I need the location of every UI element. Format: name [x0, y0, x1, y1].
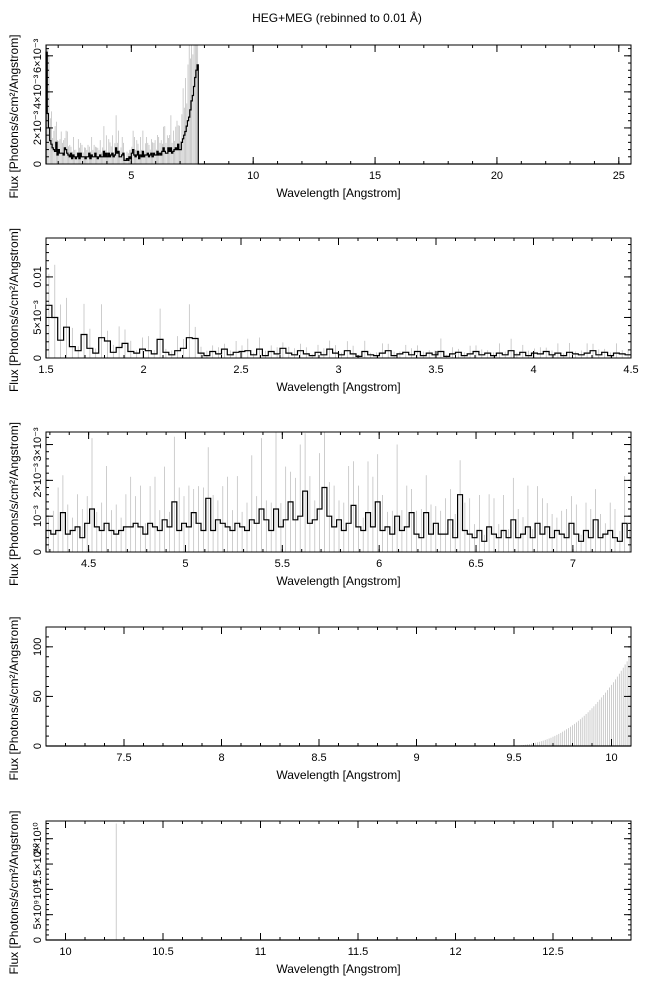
spectrum-histogram [45, 486, 631, 552]
x-axis-label: Wavelength [Angstrom] [276, 768, 400, 782]
y-axis-label: Flux [Photons/s/cm²/Angstrom] [7, 616, 21, 780]
y-tick-label: 100 [32, 638, 44, 656]
y-tick-label: 5×10⁹ [32, 900, 44, 930]
panel-3: 4.5 5 5.5 6 6.5 7 0 10⁻³ 2×10⁻³3×10⁻³ Wavelength … [7, 422, 632, 588]
figure-title: HEG+MEG (rebinned to 0.01 Å) [252, 10, 422, 25]
x-tick-label: 5 [128, 170, 134, 182]
x-tick-label: 4 [530, 364, 536, 376]
x-axis-label: Wavelength [Angstrom] [276, 962, 400, 976]
x-tick-label: 12.5 [542, 946, 563, 958]
x-axis-label: Wavelength [Angstrom] [276, 380, 400, 394]
y-axis-label: Flux [Photons/s/cm²/Angstrom] [7, 34, 21, 198]
x-tick-label: 5.5 [275, 558, 290, 570]
x-tick-label: 7.5 [116, 752, 131, 764]
panel-1: 5 10 15 20 25 0 2×10⁻³4×10⁻³6×10⁻³ Wavelength [… [7, 34, 632, 200]
y-tick-label: 0 [32, 549, 44, 555]
x-tick-label: 3 [335, 364, 341, 376]
y-tick-label: 0 [32, 743, 44, 749]
x-tick-label: 3.5 [428, 364, 443, 376]
y-tick-label: 2×10⁻³ [32, 110, 44, 145]
x-tick-label: 7 [570, 558, 576, 570]
x-tick-label: 25 [613, 170, 625, 182]
x-tick-label: 10 [605, 752, 617, 764]
y-axis-label: Flux [Photons/s/cm²/Angstrom] [7, 422, 21, 586]
x-tick-label: 1.5 [38, 364, 53, 376]
x-tick-label: 8 [218, 752, 224, 764]
x-tick-label: 4.5 [623, 364, 638, 376]
x-tick-label: 8.5 [311, 752, 326, 764]
y-axis-label: Flux [Photons/s/cm²/Angstrom] [7, 228, 21, 392]
x-tick-label: 4.5 [81, 558, 96, 570]
y-tick-label: 4×10⁻³ [32, 74, 44, 109]
error-bars-3 [48, 432, 630, 552]
panel-2: 1.5 2 2.5 3 3.5 4 4.5 0 5×10⁻³ 0.01 Wavelength [An… [7, 228, 639, 394]
y-tick-label: 50 [32, 690, 44, 702]
y-tick-label: 0 [32, 161, 44, 167]
y-tick-label: 2×10¹⁰ [32, 822, 44, 855]
x-tick-label: 6.5 [468, 558, 483, 570]
spectrum-histogram [45, 51, 631, 165]
x-tick-label: 15 [369, 170, 381, 182]
x-tick-label: 11.5 [348, 946, 369, 958]
x-tick-label: 12 [449, 946, 461, 958]
x-tick-label: 11 [255, 946, 266, 958]
plot-frame [45, 44, 632, 165]
y-tick-label: 10⁻³ [32, 505, 44, 527]
y-tick-label: 3×10⁻³ [32, 427, 44, 462]
plot-frame [45, 431, 632, 553]
x-tick-label: 10 [59, 946, 71, 958]
y-tick-label: 6×10⁻³ [32, 38, 44, 73]
y-tick-label: 0.01 [32, 266, 44, 287]
x-tick-label: 10 [247, 170, 259, 182]
x-tick-label: 2 [140, 364, 146, 376]
y-tick-label: 2×10⁻³ [32, 463, 44, 498]
x-tick-label: 9.5 [506, 752, 521, 764]
y-tick-label: 10¹⁰ [32, 879, 44, 900]
x-axis-label: Wavelength [Angstrom] [276, 574, 400, 588]
x-axis-label: Wavelength [Angstrom] [276, 186, 400, 200]
panel-5: 10 10.5 11 11.5 12 12.5 0 5×10⁹10¹⁰1.5×10¹⁰2×10… [7, 810, 632, 976]
x-tick-label: 2.5 [233, 364, 248, 376]
y-tick-label: 0 [32, 937, 44, 943]
y-axis-label: Flux [Photons/s/cm²/Angstrom] [7, 810, 21, 974]
x-tick-label: 9 [413, 752, 419, 764]
y-tick-label: 0 [32, 355, 44, 361]
x-tick-label: 10.5 [152, 946, 173, 958]
y-tick-label: 5×10⁻³ [32, 300, 44, 335]
y-tick-label: 1.5×10¹⁰ [32, 842, 44, 885]
x-tick-label: 5 [182, 558, 188, 570]
x-tick-label: 20 [491, 170, 503, 182]
x-tick-label: 6 [376, 558, 382, 570]
